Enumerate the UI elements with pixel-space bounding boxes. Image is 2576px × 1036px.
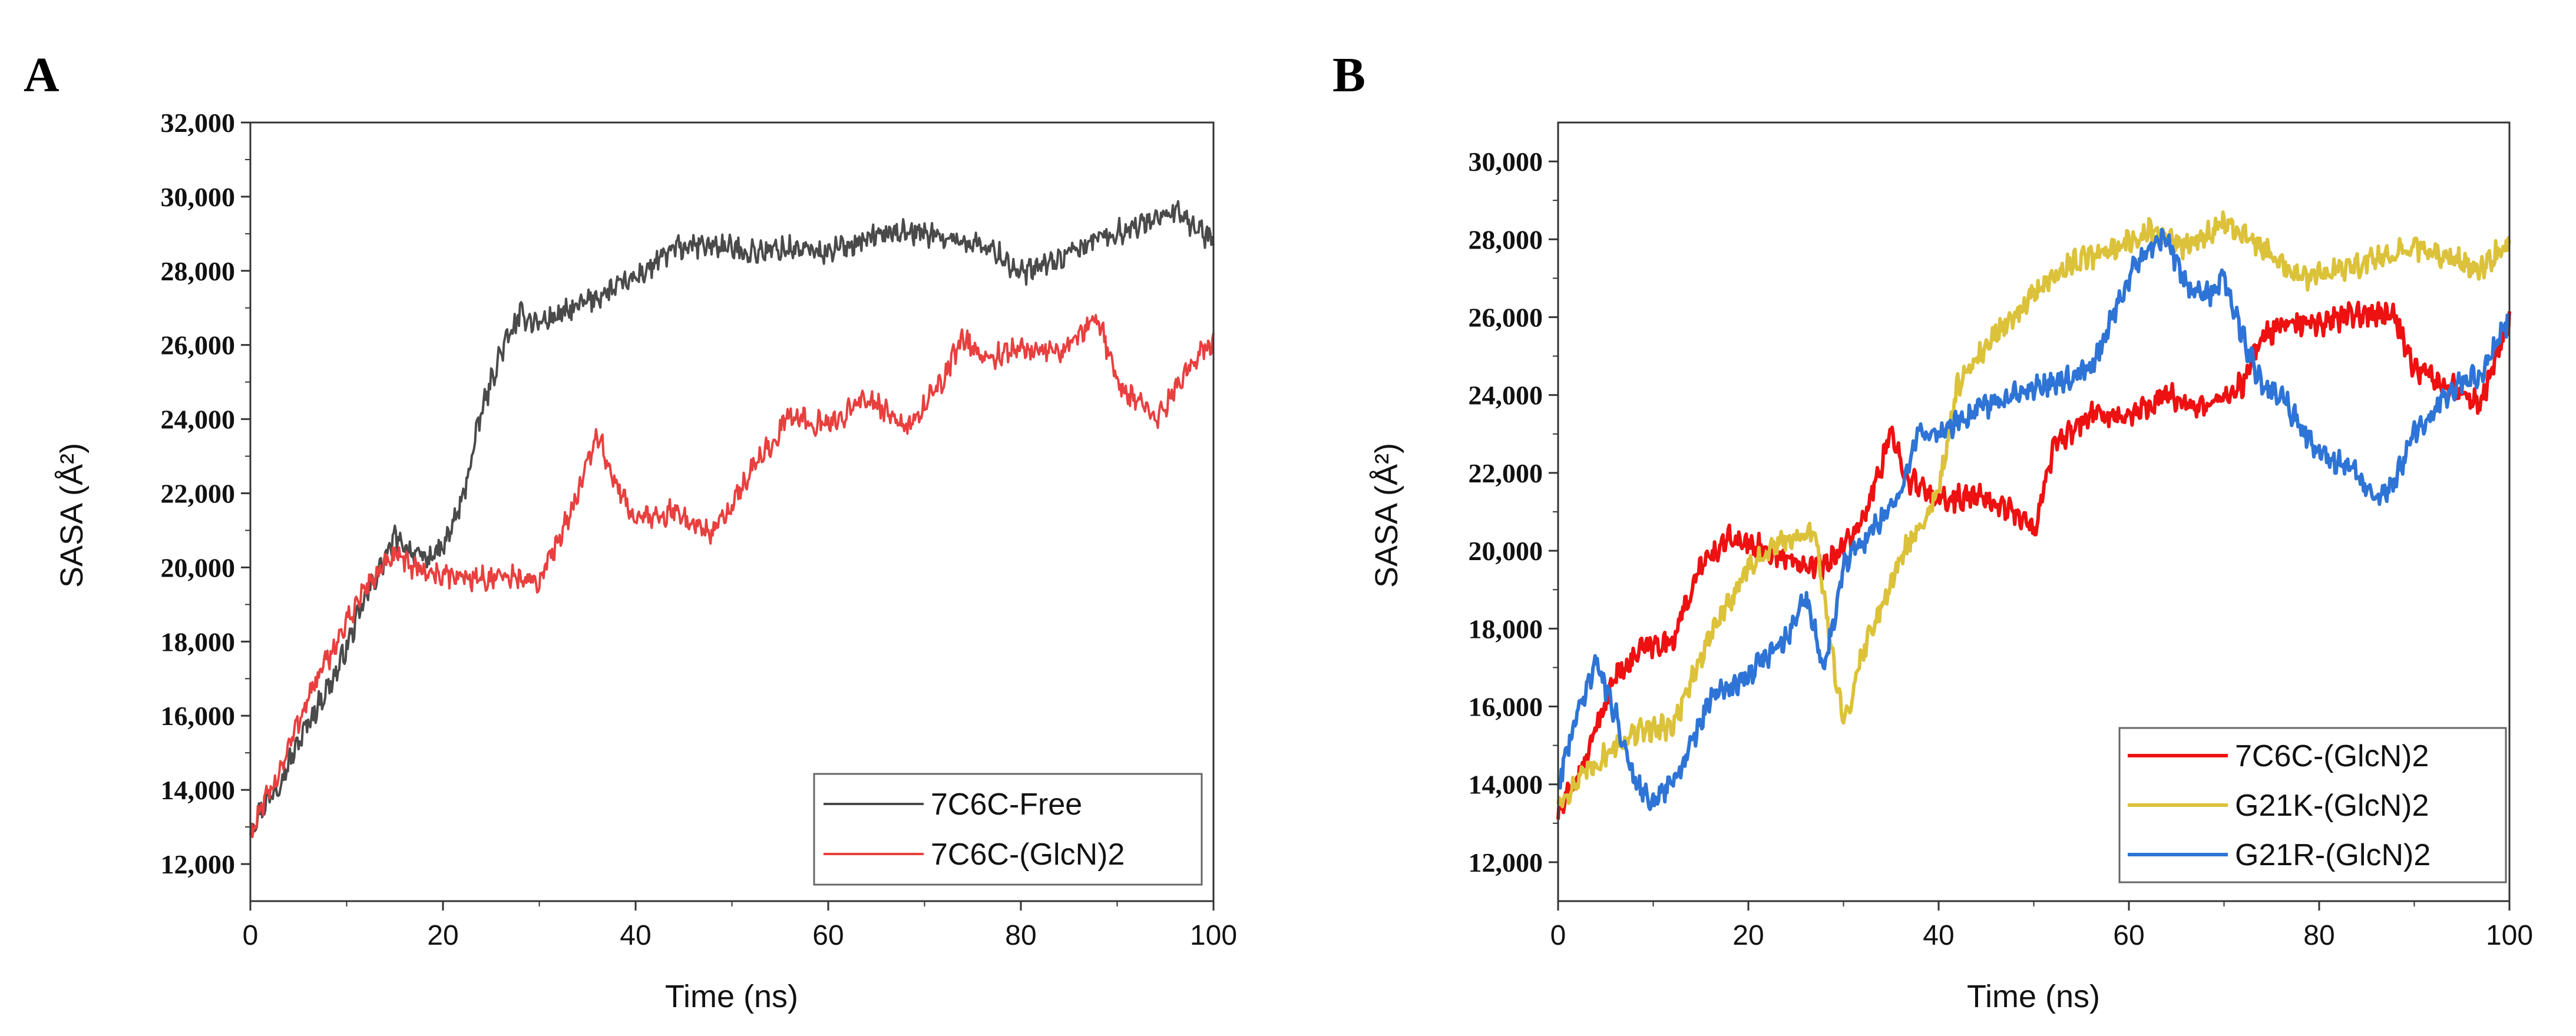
panel-b-x-axis-label: Time (ns) bbox=[1967, 979, 2100, 1014]
panel-b-x-tick-label: 40 bbox=[1923, 920, 1954, 951]
panel-a-plot-frame bbox=[249, 121, 1215, 902]
panel-b-y-tick-label: 22,000 bbox=[1469, 458, 1543, 488]
panel-b-letter: B bbox=[1332, 48, 1365, 102]
panel-a-series bbox=[249, 200, 1215, 838]
panel-a-y-tick-label: 20,000 bbox=[161, 552, 236, 582]
panel-b-y-tick-label: 18,000 bbox=[1469, 614, 1543, 644]
panel-a-x-ticks: 0 20 40 60 80 100 bbox=[243, 901, 1237, 951]
panel-a-x-axis-label: Time (ns) bbox=[665, 979, 798, 1014]
panel-b-series-line-g21k-glcn-2 bbox=[1556, 210, 2511, 809]
panel-b-y-tick-label: 12,000 bbox=[1469, 848, 1543, 878]
panel-b-y-tick-label: 30,000 bbox=[1469, 147, 1543, 177]
panel-a-series-line-7c6c-free bbox=[249, 200, 1215, 833]
panel-b-series-line-g21r-glcn-2 bbox=[1556, 227, 2511, 812]
panel-a-y-tick-label: 26,000 bbox=[161, 330, 236, 360]
panel-b-y-tick-label: 16,000 bbox=[1469, 692, 1543, 722]
panel-b-legend-label-g21k: G21K-(GlcN)2 bbox=[2235, 789, 2429, 823]
panel-a-x-tick-label: 100 bbox=[1190, 920, 1237, 951]
panel-b-plot-frame bbox=[1557, 121, 2511, 902]
panel-a-legend: 7C6C-Free 7C6C-(GlcN)2 bbox=[813, 773, 1203, 886]
panel-b-legend-label-g21r: G21R-(GlcN)2 bbox=[2235, 838, 2430, 872]
panel-b-series bbox=[1556, 210, 2511, 820]
panel-b-x-tick-label: 80 bbox=[2303, 920, 2334, 951]
panel-a-y-tick-label: 14,000 bbox=[161, 775, 236, 805]
panel-b-x-ticks: 0 20 40 60 80 100 bbox=[1550, 901, 2533, 951]
panel-a-x-tick-label: 60 bbox=[812, 920, 844, 951]
panel-a-y-tick-label: 16,000 bbox=[161, 701, 236, 731]
panel-a-legend-box bbox=[813, 773, 1203, 886]
panel-a-legend-label-free: 7C6C-Free bbox=[931, 787, 1082, 822]
panel-a-x-tick-label: 0 bbox=[243, 920, 259, 951]
panel-a-y-tick-label: 28,000 bbox=[161, 256, 236, 286]
panel-a-series-line-7c6c-glcn-2 bbox=[249, 314, 1215, 838]
panel-b: B 12,000 14,000 16,000 18,000 20,000 22,000 24… bbox=[1332, 48, 2533, 1014]
panel-a-x-tick-label: 20 bbox=[427, 920, 458, 951]
panel-a-y-tick-label: 12,000 bbox=[161, 849, 236, 879]
panel-a-y-tick-label: 32,000 bbox=[161, 108, 236, 138]
panel-a-x-tick-label: 40 bbox=[620, 920, 651, 951]
panel-a-y-tick-label: 22,000 bbox=[161, 479, 236, 509]
panel-b-x-tick-label: 20 bbox=[1732, 920, 1764, 951]
panel-a-x-tick-label: 80 bbox=[1005, 920, 1036, 951]
panel-b-y-tick-label: 14,000 bbox=[1469, 770, 1543, 800]
panel-b-series-line-7c6c-glcn-2 bbox=[1556, 300, 2511, 820]
panel-a-legend-label-glcn2: 7C6C-(GlcN)2 bbox=[931, 838, 1125, 872]
panel-b-legend: 7C6C-(GlcN)2 G21K-(GlcN)2 G21R-(GlcN)2 bbox=[2118, 727, 2507, 883]
panel-a-y-axis-label: SASA (Å²) bbox=[54, 443, 90, 588]
panel-b-y-axis-label: SASA (Å²) bbox=[1369, 443, 1404, 588]
panel-b-y-tick-label: 26,000 bbox=[1469, 303, 1543, 333]
panel-b-x-tick-label: 100 bbox=[2486, 920, 2533, 951]
panel-a-y-tick-label: 24,000 bbox=[161, 405, 236, 435]
panel-a-y-tick-label: 18,000 bbox=[161, 627, 236, 657]
panel-b-y-tick-label: 24,000 bbox=[1469, 380, 1543, 411]
panel-a-y-tick-label: 30,000 bbox=[161, 182, 236, 212]
panel-b-y-tick-label: 20,000 bbox=[1469, 536, 1543, 566]
panel-b-y-tick-label: 28,000 bbox=[1469, 224, 1543, 254]
panel-b-y-ticks: 12,000 14,000 16,000 18,000 20,000 22,000 24,0… bbox=[1469, 147, 1558, 878]
panel-b-legend-label-7c6c: 7C6C-(GlcN)2 bbox=[2235, 739, 2429, 773]
panel-a: A 12,000 14,000 16,000 18,000 20,000 22,000 24… bbox=[24, 48, 1237, 1014]
panel-b-x-tick-label: 60 bbox=[2113, 920, 2144, 951]
panel-b-x-tick-label: 0 bbox=[1550, 920, 1566, 951]
panel-a-letter: A bbox=[24, 48, 59, 102]
panel-a-y-ticks: 12,000 14,000 16,000 18,000 20,000 22,000 24,0… bbox=[161, 108, 250, 879]
